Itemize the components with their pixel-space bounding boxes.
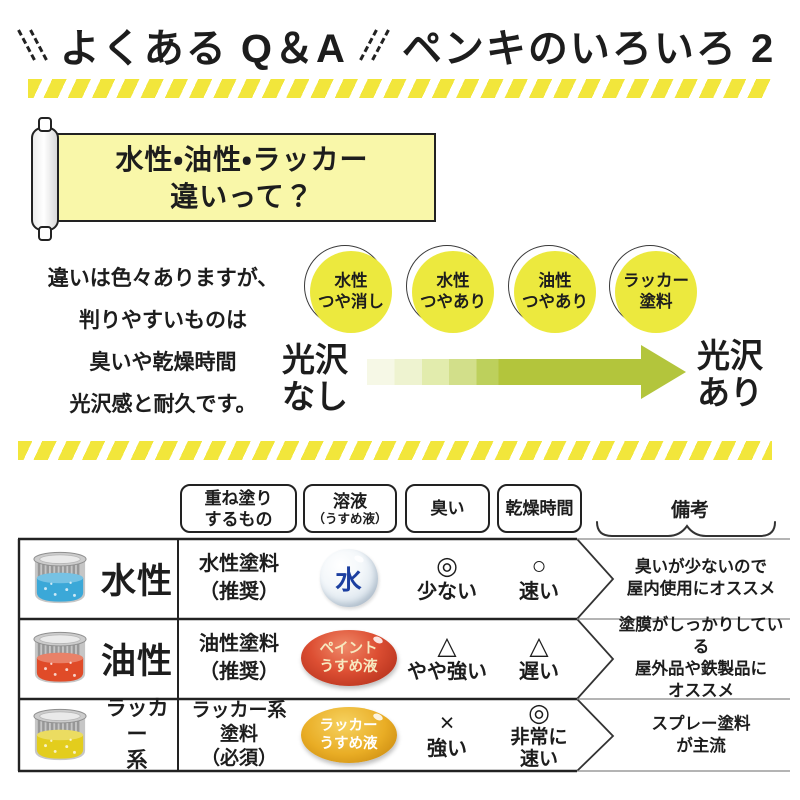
dry-water: ○ 速い <box>519 551 559 603</box>
intro-text: 違いは色々ありますが、 判りやすいものは 臭いや乾燥時間 光沢感と耐久です。 <box>47 267 279 416</box>
double-circle-symbol: ◎ <box>436 551 458 580</box>
solvent-water-droplet-icon: 水 <box>300 540 397 616</box>
gloss-circle-lacquer: ラッカー 塗料 <box>609 245 699 335</box>
triangle-symbol: △ <box>529 631 549 660</box>
gloss-yes-label: 光沢 あり <box>697 337 763 411</box>
col-header-solvent: 溶液 （うすめ液） <box>303 484 397 533</box>
cross-symbol: × <box>439 708 455 737</box>
row-type-oil: 油性 <box>100 641 173 681</box>
remarks-lacquer: スプレー塗料 が主流 <box>651 715 751 755</box>
header-badge: よくある Q＆A <box>59 27 347 71</box>
gloss-arrow-head-icon <box>641 345 686 399</box>
scroll-roll-icon <box>31 117 59 241</box>
hatch-marks-icon <box>16 23 48 67</box>
col-header-recoat: 重ね塗り するもの <box>180 484 297 533</box>
question-line1: 水性・油性・ラッカー <box>115 143 369 175</box>
page-title: ペンキのいろいろ 2 <box>401 27 776 71</box>
gloss-arrow <box>367 359 641 385</box>
question-line2: 違いって？ <box>170 180 314 212</box>
question-banner: 水性・油性・ラッカー 違いって？ <box>48 133 436 222</box>
paint-can-water-icon <box>24 540 96 616</box>
gloss-circle-water-matte: 水性 つや消し <box>304 245 394 335</box>
stripe-divider-middle <box>18 441 772 460</box>
row-type-lacquer: ラッカー 系 <box>105 697 169 772</box>
recoat-water: 水性塗料 （推奨） <box>199 553 279 603</box>
paint-can-oil-icon <box>24 620 96 696</box>
stripe-divider-top <box>28 79 772 98</box>
solvent-paint-thinner-icon: ペイント うすめ液 <box>300 620 397 696</box>
recoat-oil: 油性塗料 （推奨） <box>199 633 279 683</box>
gloss-circle-water-gloss: 水性 つやあり <box>406 245 496 335</box>
solvent-lacquer-thinner-icon: ラッカー うすめ液 <box>300 700 397 770</box>
smell-oil: △ やや強い <box>407 631 487 683</box>
slash-marks-icon <box>359 23 390 67</box>
page-header: よくある Q＆A ペンキのいろいろ 2 <box>0 16 800 74</box>
col-header-smell: 臭い <box>405 484 490 533</box>
col-header-dry-time: 乾燥時間 <box>497 484 582 533</box>
paint-can-lacquer-icon <box>24 700 96 770</box>
gloss-circle-oil-gloss: 油性 つやあり <box>508 245 598 335</box>
triangle-symbol: △ <box>437 631 457 660</box>
remarks-oil: 塗膜がしっかりしている 屋外品や鉄製品に オススメ <box>618 616 784 700</box>
gloss-none-label: 光沢 なし <box>282 341 348 415</box>
smell-lacquer: × 強い <box>427 708 467 760</box>
smell-water: ◎ 少ない <box>417 551 477 603</box>
col-header-remarks: 備考 <box>670 500 709 521</box>
circle-symbol: ○ <box>531 551 547 580</box>
double-circle-symbol: ◎ <box>528 698 550 727</box>
remarks-water: 臭いが少ないので 屋内使用にオススメ <box>626 558 776 598</box>
recoat-lacquer: ラッカー系 塗料 （必須） <box>191 700 287 769</box>
dry-lacquer: ◎ 非常に 速い <box>510 698 568 770</box>
dry-oil: △ 遅い <box>519 631 559 683</box>
row-type-water: 水性 <box>100 561 173 601</box>
